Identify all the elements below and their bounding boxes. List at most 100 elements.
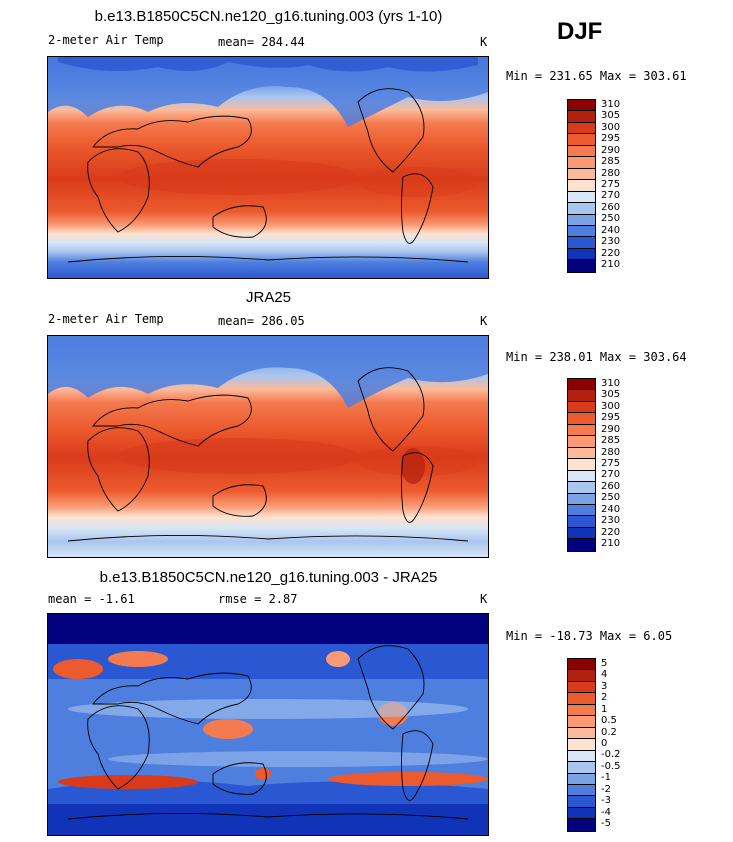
colorbar-tick-label: 270 (601, 469, 621, 481)
colorbar-segment (568, 225, 595, 238)
panel-3-title: b.e13.B1850C5CN.ne120_g16.tuning.003 - J… (99, 569, 438, 586)
colorbar-tick-label: 5 (601, 657, 608, 669)
colorbar-tick-label: 280 (601, 446, 621, 458)
panel-2-title: JRA25 (245, 289, 292, 306)
panel-2-colorbar-ticks: 310 305 300 295 290 285 280 275 270 260 250 240 230 2… (601, 378, 641, 552)
panel-1-title: b.e13.B1850C5CN.ne120_g16.tuning.003 (yr… (94, 8, 443, 25)
colorbar-segment (568, 100, 595, 112)
colorbar-segment (568, 401, 595, 414)
panel-2-left-label: 2-meter Air Temp (48, 312, 164, 326)
colorbar-tick-label: 295 (601, 412, 621, 424)
colorbar-segment (568, 504, 595, 517)
panel-3-colorbar (567, 658, 596, 832)
colorbar-tick-label: 3 (601, 680, 608, 692)
colorbar-tick-label: 285 (601, 435, 621, 447)
colorbar-tick-label: 310 (601, 377, 621, 389)
panel-3-colorbar-ticks: 5 4 3 2 1 0.5 0.2 0 -0.2 -0.5 -1 -2 -3 -4 -5 (601, 658, 641, 832)
colorbar-tick-label: 260 (601, 201, 621, 213)
colorbar-segment (568, 203, 595, 215)
colorbar-segment (568, 180, 595, 192)
panel-1-colorbar-ticks: 310 305 300 295 290 285 280 275 270 260 250 240 230 2… (601, 99, 641, 273)
colorbar-tick-label: 230 (601, 515, 621, 527)
colorbar-segment (568, 750, 595, 763)
panel-1-map (47, 56, 489, 279)
colorbar-segment (568, 447, 595, 460)
colorbar-segment (568, 260, 595, 272)
colorbar-segment (568, 436, 595, 448)
colorbar-tick-label: -3 (601, 795, 611, 807)
panel-3-minmax: Min = -18.73 Max = 6.05 (506, 629, 673, 643)
colorbar-segment (568, 134, 595, 146)
colorbar-segment (568, 168, 595, 181)
colorbar-tick-label: 260 (601, 480, 621, 492)
colorbar-tick-label: 300 (601, 400, 621, 412)
colorbar-segment (568, 191, 595, 204)
colorbar-tick-label: 4 (601, 669, 608, 681)
colorbar-segment (568, 693, 595, 705)
panel-1-colorbar (567, 99, 596, 273)
colorbar-segment (568, 157, 595, 169)
colorbar-segment (568, 214, 595, 226)
colorbar-segment (568, 493, 595, 505)
colorbar-tick-label: 310 (601, 98, 621, 110)
colorbar-segment (568, 762, 595, 774)
colorbar-segment (568, 413, 595, 425)
colorbar-tick-label: -1 (601, 772, 611, 784)
colorbar-tick-label: 280 (601, 167, 621, 179)
colorbar-tick-label: -5 (601, 818, 611, 830)
colorbar-tick-label: 270 (601, 190, 621, 202)
colorbar-segment (568, 459, 595, 471)
colorbar-segment (568, 145, 595, 158)
colorbar-tick-label: 210 (601, 259, 621, 271)
panel-3-left-label: mean = -1.61 (48, 592, 135, 606)
panel-2-colorbar (567, 378, 596, 552)
colorbar-segment (568, 784, 595, 797)
colorbar-tick-label: 285 (601, 156, 621, 168)
colorbar-segment (568, 681, 595, 694)
colorbar-tick-label: 290 (601, 423, 621, 435)
colorbar-segment (568, 482, 595, 494)
panel-1-minmax: Min = 231.65 Max = 303.61 (506, 69, 687, 83)
colorbar-tick-label: -4 (601, 806, 611, 818)
colorbar-segment (568, 248, 595, 261)
colorbar-segment (568, 659, 595, 671)
colorbar-tick-label: 0.5 (601, 715, 617, 727)
colorbar-tick-label: 240 (601, 224, 621, 236)
colorbar-segment (568, 527, 595, 540)
colorbar-tick-label: -0.5 (601, 760, 621, 772)
colorbar-tick-label: 2 (601, 692, 608, 704)
colorbar-segment (568, 773, 595, 785)
colorbar-tick-label: 290 (601, 144, 621, 156)
colorbar-segment (568, 819, 595, 831)
colorbar-segment (568, 122, 595, 135)
colorbar-tick-label: 220 (601, 526, 621, 538)
panel-2-center-label: mean= 286.05 (218, 314, 305, 328)
colorbar-tick-label: -2 (601, 783, 611, 795)
panel-1-center-label: mean= 284.44 (218, 35, 305, 49)
colorbar-segment (568, 516, 595, 528)
panel-1-right-label: K (480, 35, 488, 49)
colorbar-segment (568, 807, 595, 820)
colorbar-tick-label: 220 (601, 247, 621, 259)
panel-2-right-label: K (480, 314, 488, 328)
colorbar-tick-label: 250 (601, 213, 621, 225)
colorbar-segment (568, 390, 595, 402)
colorbar-tick-label: 1 (601, 703, 608, 715)
panel-2-map (47, 335, 489, 558)
colorbar-segment (568, 727, 595, 740)
colorbar-segment (568, 539, 595, 551)
colorbar-tick-label: 305 (601, 389, 621, 401)
colorbar-segment (568, 670, 595, 682)
colorbar-segment (568, 111, 595, 123)
colorbar-segment (568, 796, 595, 808)
colorbar-tick-label: 230 (601, 236, 621, 248)
panel-2-minmax: Min = 238.01 Max = 303.64 (506, 350, 687, 364)
season-label: DJF (557, 18, 603, 45)
colorbar-tick-label: 275 (601, 179, 621, 190)
panel-3-map (47, 613, 489, 836)
panel-3-right-label: K (480, 592, 488, 606)
colorbar-tick-label: 250 (601, 492, 621, 504)
colorbar-segment (568, 237, 595, 249)
panel-3-center-label: rmse = 2.87 (218, 592, 298, 606)
colorbar-tick-label: 305 (601, 110, 621, 122)
